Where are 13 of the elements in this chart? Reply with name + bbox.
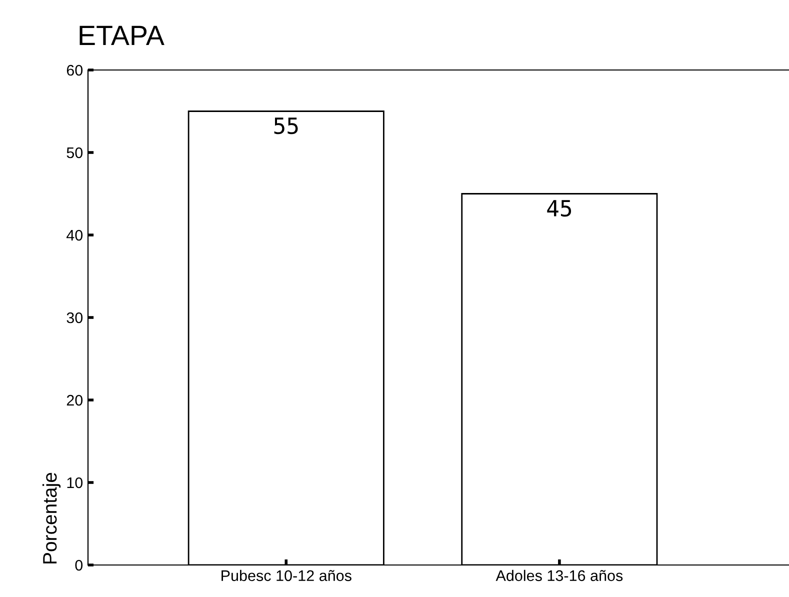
y-tick-label: 20 <box>66 394 83 406</box>
y-tick-label: 60 <box>66 64 83 76</box>
chart-title: ETAPA <box>80 26 164 45</box>
y-axis-title: Porcentaje <box>42 472 61 564</box>
y-tick-label: 40 <box>66 230 83 241</box>
y-tick-label: 10 <box>67 477 83 488</box>
data-label: 45 <box>547 200 572 217</box>
data-label: 55 <box>274 118 298 134</box>
x-tick-label: Adoles 13-16 años <box>496 570 623 582</box>
x-tick-label: Pubesc 10-12 años <box>222 570 352 582</box>
y-tick-label: 30 <box>66 312 83 324</box>
y-tick-label: 0 <box>75 560 83 571</box>
y-tick-label: 50 <box>66 147 83 158</box>
